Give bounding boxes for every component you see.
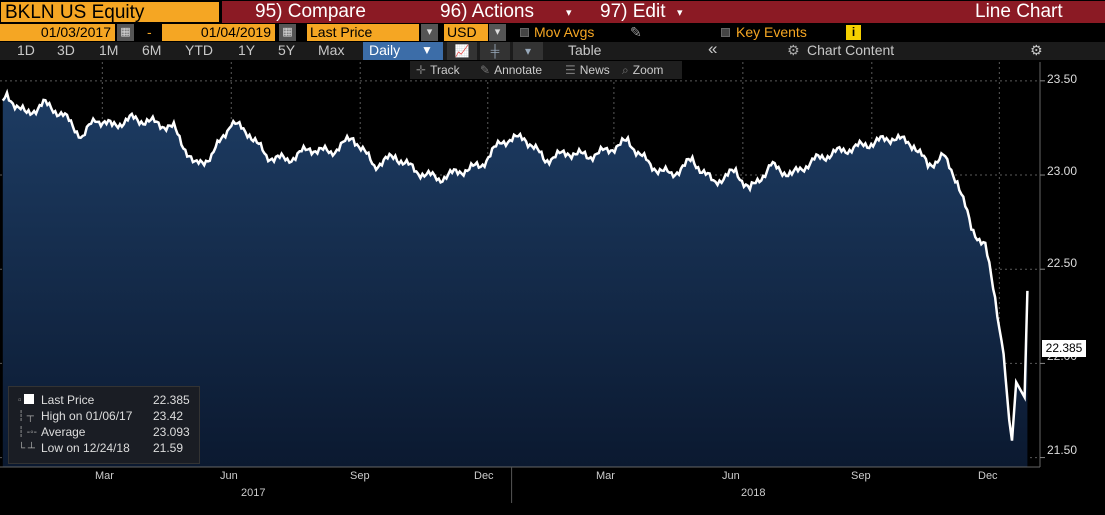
mov-avgs-checkbox[interactable] bbox=[520, 28, 529, 37]
mov-avgs-label: Mov Avgs bbox=[534, 24, 595, 40]
zoom-tool[interactable]: ⌕ Zoom bbox=[622, 61, 663, 79]
period-ytd[interactable]: YTD bbox=[185, 42, 213, 58]
axis-ticks bbox=[511, 80, 1045, 503]
crosshair-icon: ✛ bbox=[416, 63, 427, 77]
x-month-label: Sep bbox=[350, 470, 370, 482]
pencil-icon: ✎ bbox=[480, 63, 491, 77]
key-events-label: Key Events bbox=[736, 24, 807, 40]
legend-label: High on 01/06/17 bbox=[41, 409, 133, 423]
news-label: News bbox=[579, 63, 610, 77]
frequency-select[interactable]: Daily ▼ bbox=[363, 42, 443, 60]
edit-button[interactable]: 97) Edit ▾ bbox=[600, 1, 690, 23]
period-bar: 1D 3D 1M 6M YTD 1Y 5Y Max Daily ▼ 📈 ╪ ▾ … bbox=[0, 39, 1105, 60]
y-tick-label: 22.50 bbox=[1047, 256, 1078, 270]
track-tool[interactable]: ✛ Track bbox=[416, 61, 460, 79]
legend-row-last-price[interactable]: ▫ Last Price 22.385 bbox=[9, 393, 201, 408]
price-area bbox=[2, 92, 1028, 467]
pencil-icon[interactable]: ✎ bbox=[630, 24, 642, 40]
last-price-square-icon: ▫ bbox=[18, 393, 38, 408]
y-tick-label: 21.50 bbox=[1047, 443, 1078, 457]
legend-value: 23.093 bbox=[153, 425, 190, 439]
info-icon[interactable]: i bbox=[846, 25, 861, 40]
x-month-label: Sep bbox=[851, 470, 871, 482]
chart-content-button[interactable]: Chart Content bbox=[807, 42, 895, 58]
low-marker-icon: └ ┴ bbox=[18, 443, 35, 454]
period-3d[interactable]: 3D bbox=[57, 42, 75, 58]
y-tick-label: 23.00 bbox=[1047, 164, 1078, 178]
frequency-label: Daily bbox=[369, 42, 401, 58]
actions-label: 96) Actions bbox=[440, 1, 534, 22]
chart-toolbar: ✛ Track ✎ Annotate ☰ News ⌕ Zoom bbox=[410, 61, 682, 79]
chart-type-label: Line Chart bbox=[975, 1, 1085, 23]
x-month-label: Mar bbox=[95, 470, 114, 482]
y-tick-label: 23.50 bbox=[1047, 72, 1078, 86]
chart-options-chevron-down-icon[interactable]: ▾ bbox=[513, 42, 543, 60]
x-month-label: Dec bbox=[978, 470, 998, 482]
field-chevron-down-icon[interactable]: ▾ bbox=[421, 24, 438, 41]
chart-content-icon[interactable]: ⚙ bbox=[787, 42, 800, 58]
zoom-label: Zoom bbox=[632, 63, 664, 77]
actions-button[interactable]: 96) Actions ▾ bbox=[440, 1, 580, 23]
legend-label: Low on 12/24/18 bbox=[41, 441, 130, 455]
currency-select[interactable]: USD bbox=[444, 24, 488, 41]
settings-gear-icon[interactable]: ⚙ bbox=[1030, 42, 1043, 58]
x-year-label: 2018 bbox=[741, 487, 766, 499]
end-calendar-icon[interactable]: ▦ bbox=[279, 24, 296, 41]
period-1y[interactable]: 1Y bbox=[238, 42, 256, 58]
last-price-tag: 22.385 bbox=[1042, 340, 1086, 357]
ohlc-bars-icon[interactable]: ╪ bbox=[480, 42, 510, 60]
annotate-label: Annotate bbox=[494, 63, 543, 77]
period-1d[interactable]: 1D bbox=[17, 42, 35, 58]
end-date-input[interactable]: 01/04/2019 bbox=[162, 24, 275, 41]
edit-chevron-down-icon: ▾ bbox=[677, 7, 683, 19]
legend-label: Average bbox=[41, 425, 86, 439]
x-month-label: Mar bbox=[596, 470, 615, 482]
x-month-label: Jun bbox=[220, 470, 238, 482]
ticker-field[interactable]: BKLN US Equity bbox=[0, 1, 220, 23]
edit-label: 97) Edit bbox=[600, 1, 666, 22]
legend-row-high[interactable]: ┆ ┬ High on 01/06/17 23.42 bbox=[9, 409, 201, 424]
news-icon: ☰ bbox=[565, 63, 576, 77]
search-icon: ⌕ bbox=[622, 63, 629, 77]
legend-row-low[interactable]: └ ┴ Low on 12/24/18 21.59 bbox=[9, 441, 201, 456]
high-marker-icon: ┆ ┬ bbox=[18, 411, 34, 422]
actions-chevron-down-icon: ▾ bbox=[566, 7, 572, 19]
price-line bbox=[1, 88, 1029, 441]
period-max[interactable]: Max bbox=[318, 42, 345, 58]
date-separator: - bbox=[147, 24, 152, 40]
x-month-label: Dec bbox=[474, 470, 494, 482]
legend-label: Last Price bbox=[41, 393, 95, 407]
collapse-icon[interactable]: « bbox=[708, 39, 718, 58]
period-1m[interactable]: 1M bbox=[99, 42, 119, 58]
news-tool[interactable]: ☰ News bbox=[565, 61, 610, 79]
legend-value: 23.42 bbox=[153, 409, 184, 423]
average-line-icon: ┆ -◦- bbox=[18, 427, 38, 438]
title-bar: BKLN US Equity 95) Compare 96) Actions ▾… bbox=[0, 0, 1105, 23]
legend-row-average[interactable]: ┆ -◦- Average 23.093 bbox=[9, 425, 201, 440]
table-button[interactable]: Table bbox=[568, 42, 602, 58]
x-year-label: 2017 bbox=[241, 487, 266, 499]
compare-label: 95) Compare bbox=[255, 1, 366, 22]
start-calendar-icon[interactable]: ▦ bbox=[117, 24, 134, 41]
field-select[interactable]: Last Price bbox=[307, 24, 419, 41]
annotate-tool[interactable]: ✎ Annotate bbox=[480, 61, 542, 79]
track-label: Track bbox=[430, 63, 460, 77]
period-5y[interactable]: 5Y bbox=[278, 42, 296, 58]
currency-chevron-down-icon[interactable]: ▾ bbox=[489, 24, 506, 41]
legend-box: ▫ Last Price 22.385 ┆ ┬ High on 01/06/17… bbox=[8, 386, 200, 464]
start-date-input[interactable]: 01/03/2017 bbox=[0, 24, 115, 41]
line-chart-icon[interactable]: 📈 bbox=[447, 42, 477, 60]
legend-value: 21.59 bbox=[153, 441, 184, 455]
options-bar: 01/03/2017 ▦ - 01/04/2019 ▦ Last Price ▾… bbox=[0, 23, 1105, 41]
frequency-chevron-down-icon: ▼ bbox=[421, 43, 433, 57]
key-events-checkbox[interactable] bbox=[721, 28, 730, 37]
period-6m[interactable]: 6M bbox=[142, 42, 162, 58]
compare-button[interactable]: 95) Compare bbox=[255, 1, 385, 23]
x-month-label: Jun bbox=[722, 470, 740, 482]
legend-value: 22.385 bbox=[153, 393, 190, 407]
